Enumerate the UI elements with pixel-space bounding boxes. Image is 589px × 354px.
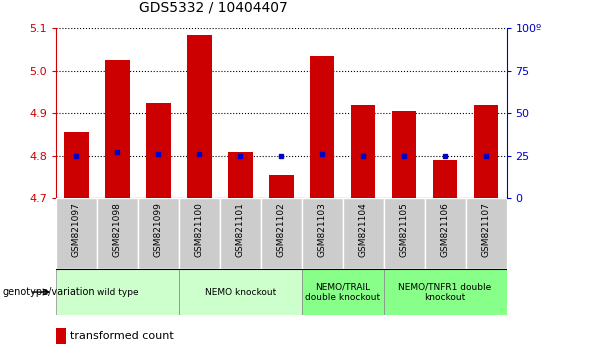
Text: GSM821103: GSM821103	[317, 202, 327, 257]
Bar	[220, 198, 261, 269]
Text: GSM821097: GSM821097	[72, 202, 81, 257]
Bar	[56, 269, 179, 315]
Text: GSM821101: GSM821101	[236, 202, 245, 257]
Bar	[269, 175, 293, 198]
Text: GSM821105: GSM821105	[399, 202, 409, 257]
Text: GSM821099: GSM821099	[154, 202, 163, 257]
Bar	[383, 269, 507, 315]
Bar	[187, 35, 211, 198]
Text: GDS5332 / 10404407: GDS5332 / 10404407	[139, 0, 288, 14]
Bar	[228, 152, 253, 198]
Bar	[383, 198, 425, 269]
Text: NEMO knockout: NEMO knockout	[204, 287, 276, 297]
Bar	[425, 198, 465, 269]
Bar	[179, 198, 220, 269]
Bar	[310, 56, 335, 198]
Text: GSM821106: GSM821106	[441, 202, 449, 257]
Bar	[465, 198, 507, 269]
Text: GSM821098: GSM821098	[113, 202, 122, 257]
Bar	[97, 198, 138, 269]
Bar	[302, 269, 383, 315]
Text: NEMO/TNFR1 double
knockout: NEMO/TNFR1 double knockout	[399, 282, 492, 302]
Bar	[351, 105, 375, 198]
Text: GSM821102: GSM821102	[277, 202, 286, 257]
Bar	[179, 269, 302, 315]
Bar	[138, 198, 179, 269]
Bar	[392, 111, 416, 198]
Bar	[433, 160, 458, 198]
Text: transformed count: transformed count	[70, 331, 174, 341]
Bar	[343, 198, 383, 269]
Bar	[64, 132, 89, 198]
Bar	[302, 198, 343, 269]
Text: GSM821104: GSM821104	[359, 202, 368, 257]
Text: GSM821100: GSM821100	[195, 202, 204, 257]
Text: wild type: wild type	[97, 287, 138, 297]
Bar	[261, 198, 302, 269]
Text: GSM821107: GSM821107	[482, 202, 491, 257]
Bar	[105, 60, 130, 198]
Text: NEMO/TRAIL
double knockout: NEMO/TRAIL double knockout	[305, 282, 380, 302]
Text: genotype/variation: genotype/variation	[3, 287, 95, 297]
Bar	[474, 105, 498, 198]
Bar	[56, 198, 97, 269]
Bar	[146, 103, 171, 198]
Bar	[56, 328, 66, 344]
